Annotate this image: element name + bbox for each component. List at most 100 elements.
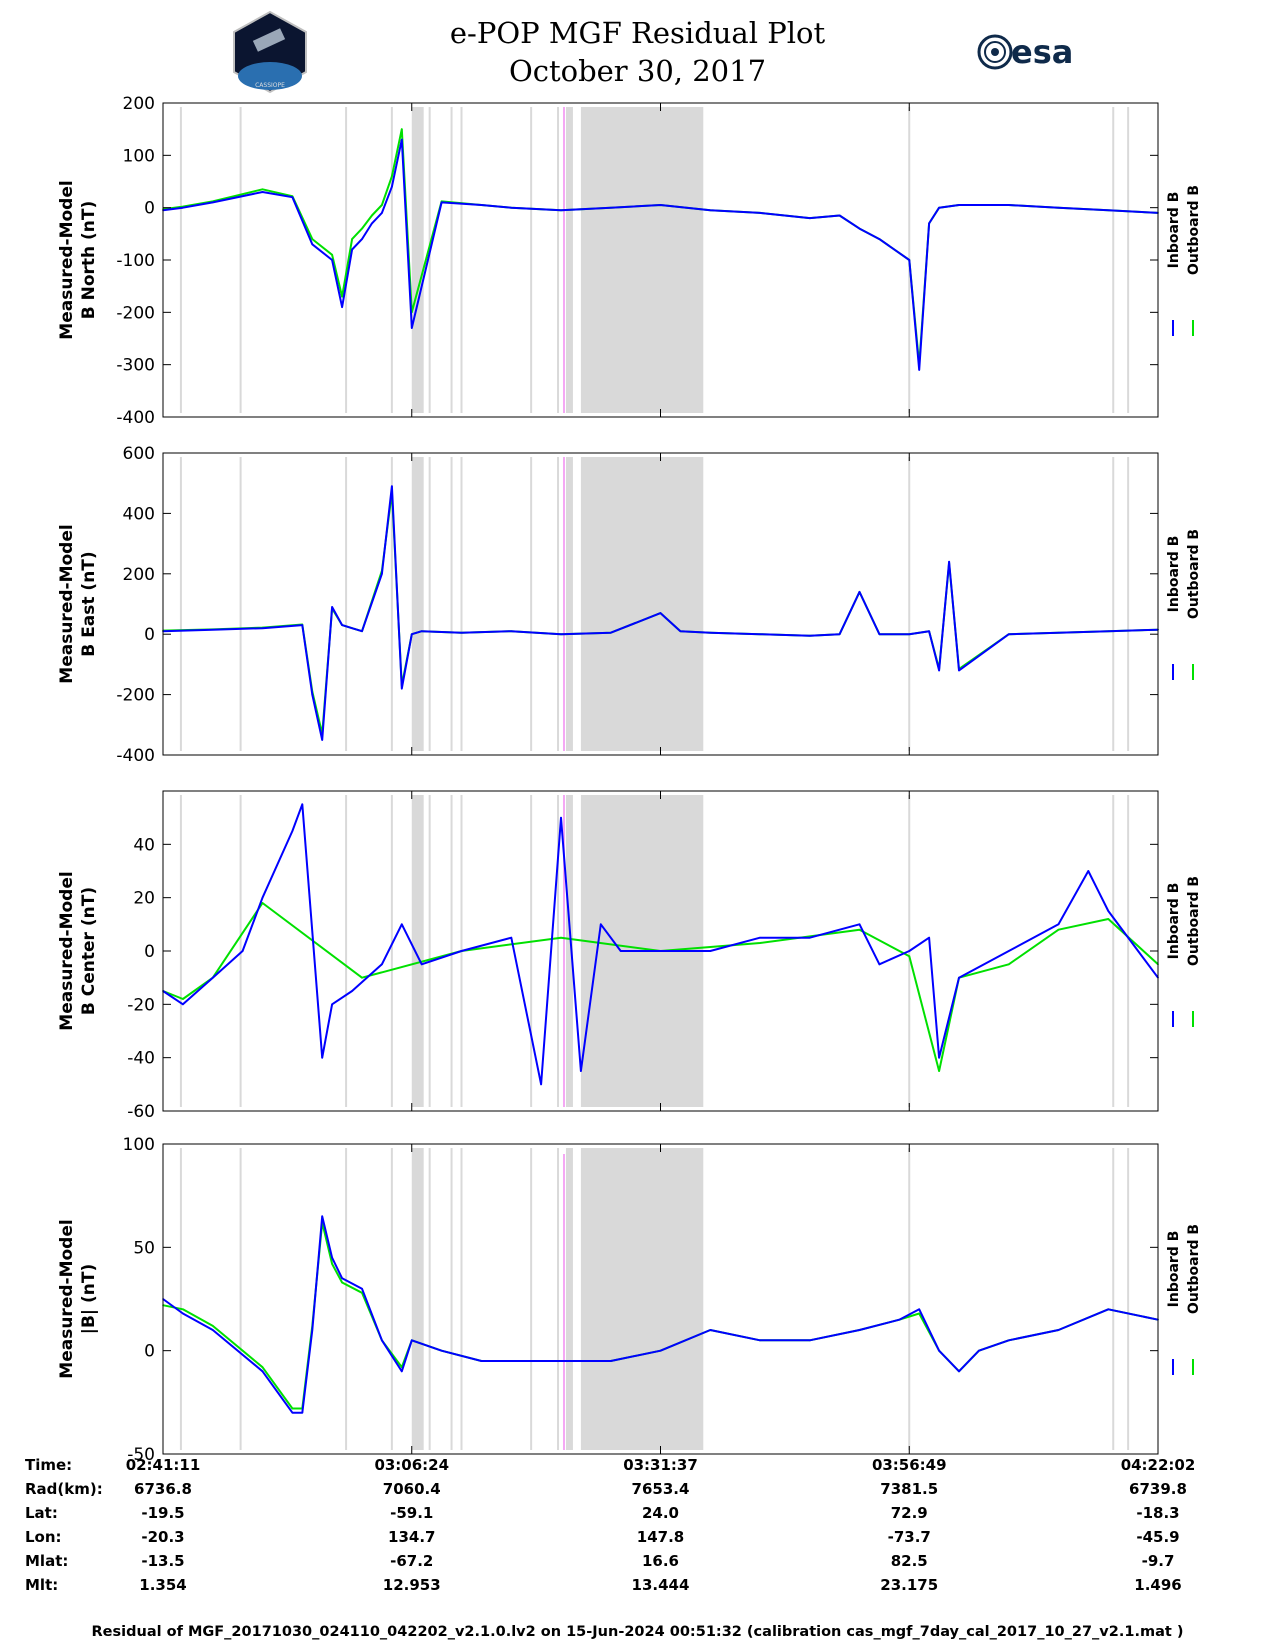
y-axis-label-line-1: Measured-Model <box>57 1219 77 1378</box>
table-row-label: Lat: <box>25 1504 58 1522</box>
table-cell: 134.7 <box>388 1528 435 1546</box>
y-tick-label: 0 <box>144 199 155 219</box>
inboard-point <box>211 201 214 204</box>
inboard-point <box>878 238 881 240</box>
inboard-point <box>341 1277 343 1280</box>
inboard-point <box>560 816 562 819</box>
inboard-point <box>301 803 304 806</box>
inboard-point <box>1107 209 1110 212</box>
inboard-point <box>331 606 333 608</box>
y-axis-label: Measured-Model B East (nT) <box>57 524 99 683</box>
outboard-point <box>261 902 264 904</box>
inboard-point <box>182 1312 184 1315</box>
inboard-point <box>878 633 881 635</box>
outboard-point <box>182 1308 184 1311</box>
inboard-point <box>381 963 383 966</box>
inboard-point <box>510 936 513 939</box>
inboard-point <box>361 630 363 632</box>
legend-inboard-label: Inboard B <box>1166 192 1182 269</box>
y-tick-label: -200 <box>116 303 155 323</box>
inboard-point <box>928 630 930 632</box>
inboard-point <box>420 963 423 966</box>
cassiope-logo: CASSIOPE <box>233 10 307 94</box>
inboard-point <box>440 201 443 204</box>
inboard-point <box>401 1370 403 1373</box>
inboard-point <box>291 830 294 832</box>
inboard-point <box>261 896 264 899</box>
inboard-point <box>241 950 244 952</box>
outboard-point <box>371 214 373 217</box>
gap-band-3 <box>580 1148 704 1450</box>
table-cell: -19.5 <box>141 1504 184 1522</box>
table-cell: 02:41:11 <box>126 1456 201 1474</box>
gap-band-2 <box>565 1148 573 1450</box>
gap-band-1 <box>411 457 424 751</box>
table-cell: 7381.5 <box>880 1480 938 1498</box>
inboard-series-line <box>162 485 1159 741</box>
y-axis-label-line-1: Measured-Model <box>57 180 77 339</box>
outboard-point <box>908 955 911 958</box>
inboard-point <box>1007 633 1010 635</box>
inboard-point <box>858 1329 861 1331</box>
legend-inboard-label: Inboard B <box>1166 1231 1182 1308</box>
y-tick-label: 40 <box>133 835 155 855</box>
inboard-point <box>600 923 602 926</box>
y-tick-label: -20 <box>127 995 155 1015</box>
inboard-point <box>659 204 662 206</box>
table-cell: 1.496 <box>1134 1576 1181 1594</box>
inboard-point <box>341 306 343 308</box>
outboard-point <box>331 253 333 256</box>
esa-logo: esa <box>977 33 1073 71</box>
inboard-point <box>311 1329 314 1331</box>
table-cell: 03:31:37 <box>623 1456 698 1474</box>
legend-inboard-label: Inboard B <box>1166 536 1182 613</box>
inboard-point <box>709 950 712 952</box>
table-cell: 82.5 <box>891 1552 928 1570</box>
inboard-point <box>1057 631 1060 634</box>
legend-outboard-label: Outboard B <box>1186 185 1202 275</box>
inboard-point <box>1087 870 1090 872</box>
table-cell: 16.6 <box>642 1552 679 1570</box>
inboard-point <box>679 630 682 632</box>
inboard-point <box>351 627 353 629</box>
y-axis-label: Measured-Model B Center (nT) <box>57 871 99 1030</box>
inboard-point <box>361 1287 363 1290</box>
title-date: October 30, 2017 <box>508 54 767 88</box>
inboard-point <box>510 630 513 632</box>
table-cell: 72.9 <box>891 1504 928 1522</box>
outboard-point <box>401 128 403 130</box>
y-tick-label: 600 <box>123 444 155 464</box>
inboard-point <box>898 1318 901 1321</box>
inboard-point <box>759 936 761 939</box>
inboard-point <box>709 209 712 212</box>
y-tick-label: 0 <box>144 1342 155 1362</box>
inboard-point <box>401 138 403 141</box>
gap-band-2 <box>565 795 573 1107</box>
inboard-point <box>938 669 940 672</box>
inboard-point <box>401 687 403 690</box>
inboard-point <box>938 1056 940 1059</box>
inboard-point <box>460 631 463 634</box>
outboard-point <box>1007 963 1010 966</box>
y-axis-label: Measured-Model |B| (nT) <box>57 1219 99 1378</box>
outboard-point <box>351 238 353 240</box>
outboard-point <box>1057 928 1060 931</box>
inboard-point <box>609 206 612 209</box>
inboard-point <box>709 1329 712 1331</box>
inboard-point <box>351 248 353 251</box>
y-tick-label: 100 <box>123 146 155 166</box>
inboard-point <box>1057 923 1060 926</box>
inboard-point <box>619 950 622 952</box>
table-cell: 23.175 <box>880 1576 938 1594</box>
inboard-point <box>938 1349 940 1352</box>
legend-inboard-label: Inboard B <box>1166 883 1182 960</box>
table-cell: 6736.8 <box>134 1480 192 1498</box>
inboard-point <box>381 1339 383 1342</box>
inboard-point <box>580 1070 582 1072</box>
inboard-series-line <box>162 803 1159 1086</box>
inboard-point <box>958 1370 960 1373</box>
inboard-point <box>341 624 343 626</box>
inboard-point <box>291 196 294 198</box>
y-axis-label-line-2: B Center (nT) <box>79 887 99 1015</box>
inboard-point <box>858 923 861 926</box>
